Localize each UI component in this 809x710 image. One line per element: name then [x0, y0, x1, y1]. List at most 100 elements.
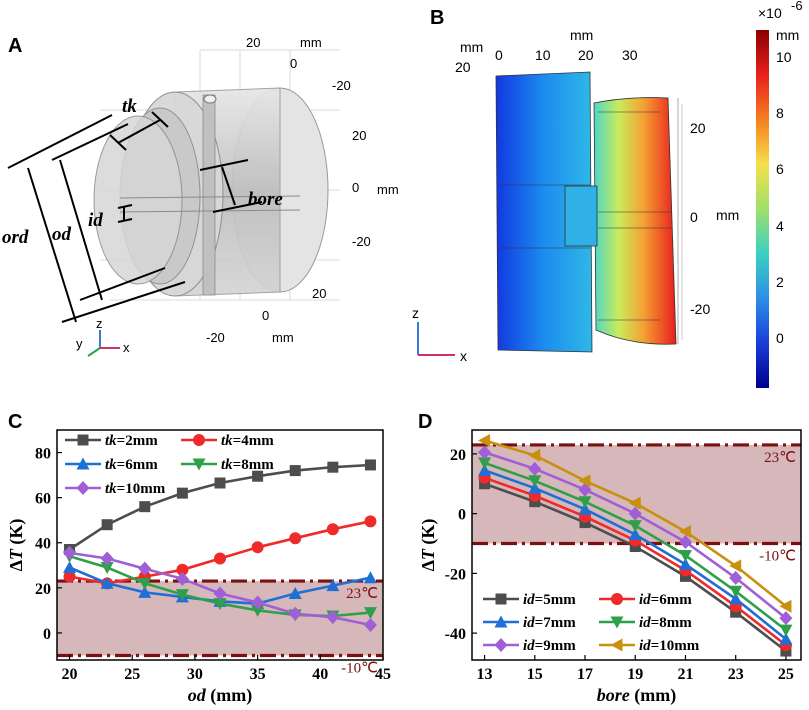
data-point	[288, 586, 302, 599]
legend-marker	[495, 593, 507, 605]
threshold-label-high: 23℃	[764, 450, 796, 466]
data-point	[478, 433, 491, 447]
y-tick-label: 20	[35, 581, 51, 598]
y-tick-label: 0	[43, 626, 51, 643]
data-point	[101, 519, 113, 531]
x-tick-label: 45	[375, 666, 391, 683]
panel-letter: D	[418, 411, 432, 433]
data-point	[326, 523, 339, 536]
legend-entry: tk=10mm	[105, 481, 166, 497]
data-point	[478, 457, 492, 470]
b-top-unit: mm	[570, 27, 593, 43]
a-unit-top: mm	[300, 35, 322, 50]
data-point	[364, 515, 377, 528]
id-label: id	[88, 210, 103, 231]
x-tick-label: 30	[187, 666, 203, 683]
panel-b-letter: B	[430, 7, 444, 29]
data-point	[289, 465, 301, 477]
y-tick-label: -20	[445, 566, 466, 583]
y-tick-label: 80	[35, 446, 51, 463]
colorbar	[756, 30, 769, 388]
legend-entry: id=6mm	[639, 592, 692, 608]
legend-entry: id=7mm	[523, 615, 576, 631]
triad-a-z: z	[96, 316, 103, 331]
legend-entry: id=5mm	[523, 592, 576, 608]
data-point	[528, 481, 542, 494]
data-point	[628, 506, 642, 521]
data-point	[729, 592, 743, 605]
legend-marker	[494, 615, 508, 628]
legend-marker	[76, 457, 90, 470]
a-tick-bottom-1: 20	[312, 286, 326, 301]
legend-entry: id=8mm	[639, 615, 692, 631]
x-axis-label: bore (mm)	[597, 685, 676, 706]
a-tick-bottom-2: 0	[262, 308, 269, 323]
a-tick-top-1: 20	[246, 35, 260, 50]
b-top-tick-0: 0	[495, 47, 503, 63]
legend-marker	[76, 481, 90, 495]
data-point	[138, 577, 152, 590]
data-point	[327, 461, 339, 473]
x-tick-label: 15	[527, 666, 543, 683]
legend-marker	[193, 434, 205, 446]
colorbar-tick-0: 0	[776, 330, 784, 346]
x-tick-label: 21	[677, 666, 693, 683]
dimension-lines	[7, 111, 263, 323]
legend-entry: tk=4mm	[221, 433, 274, 449]
chart-c: 23℃ -10℃ 20 25 30 35 40 45 0 20 40 60 80 od (mm) ΔT (K…	[6, 411, 391, 706]
data-point	[729, 570, 743, 585]
tk-label: tk	[122, 96, 137, 117]
b-top-tick-1: 10	[535, 47, 551, 63]
data-point	[628, 496, 641, 510]
x-tick-label: 35	[250, 666, 266, 683]
x-tick-label: 25	[778, 666, 794, 683]
data-point	[326, 610, 340, 625]
data-point	[213, 586, 227, 601]
x-tick-label: 23	[728, 666, 744, 683]
plot-frame	[471, 429, 802, 661]
legend-marker	[192, 458, 206, 471]
data-point	[176, 563, 189, 576]
ord-label: ord	[2, 227, 29, 248]
a-unit-bottom: mm	[272, 330, 294, 345]
data-point	[214, 477, 226, 489]
data-point	[528, 475, 542, 488]
data-point	[578, 482, 592, 497]
y-tick-label: 0	[458, 507, 466, 524]
panel-letter: C	[8, 411, 22, 433]
data-point	[176, 487, 188, 499]
data-point	[578, 502, 592, 515]
b-right-tick-0: 20	[690, 120, 706, 136]
colorbar-tick-2: 2	[776, 274, 784, 290]
data-point	[251, 541, 264, 554]
fea-displacement-model	[495, 71, 683, 353]
data-point	[578, 474, 591, 488]
data-point	[779, 611, 793, 626]
a-tick-top-3: -20	[332, 78, 351, 93]
colorbar-tick-10: 10	[776, 49, 792, 65]
panel-b: B mm 0 10 20 30 mm 20 20 0 -20 mm	[412, 0, 803, 388]
data-point	[100, 576, 114, 589]
x-tick-label: 20	[62, 666, 78, 683]
x-tick-label: 13	[477, 666, 493, 683]
data-point	[478, 445, 492, 460]
threshold-label-low: -10℃	[341, 660, 378, 676]
x-tick-label: 17	[577, 666, 593, 683]
data-point	[678, 525, 691, 539]
triad-b-z: z	[412, 305, 419, 321]
axis-triad-b: z x	[412, 305, 467, 364]
data-point	[628, 520, 642, 533]
data-point	[528, 461, 542, 476]
data-point	[628, 528, 642, 541]
b-right-tick-1: 0	[690, 209, 698, 225]
legend-marker	[494, 638, 508, 652]
panel-a: A	[2, 35, 399, 357]
x-tick-label: 19	[627, 666, 643, 683]
a-tick-bottom-3: -20	[206, 330, 225, 345]
colorbar-exponent: -6	[791, 0, 803, 13]
data-point	[729, 585, 743, 598]
panel-a-letter: A	[8, 35, 22, 57]
x-tick-label: 40	[312, 666, 328, 683]
data-point	[779, 632, 793, 645]
od-label: od	[52, 224, 72, 245]
